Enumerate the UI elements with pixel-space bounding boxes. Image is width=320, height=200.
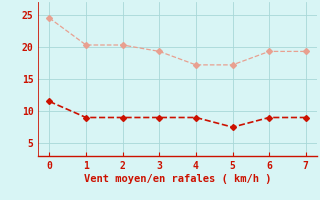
X-axis label: Vent moyen/en rafales ( km/h ): Vent moyen/en rafales ( km/h ) — [84, 174, 271, 184]
